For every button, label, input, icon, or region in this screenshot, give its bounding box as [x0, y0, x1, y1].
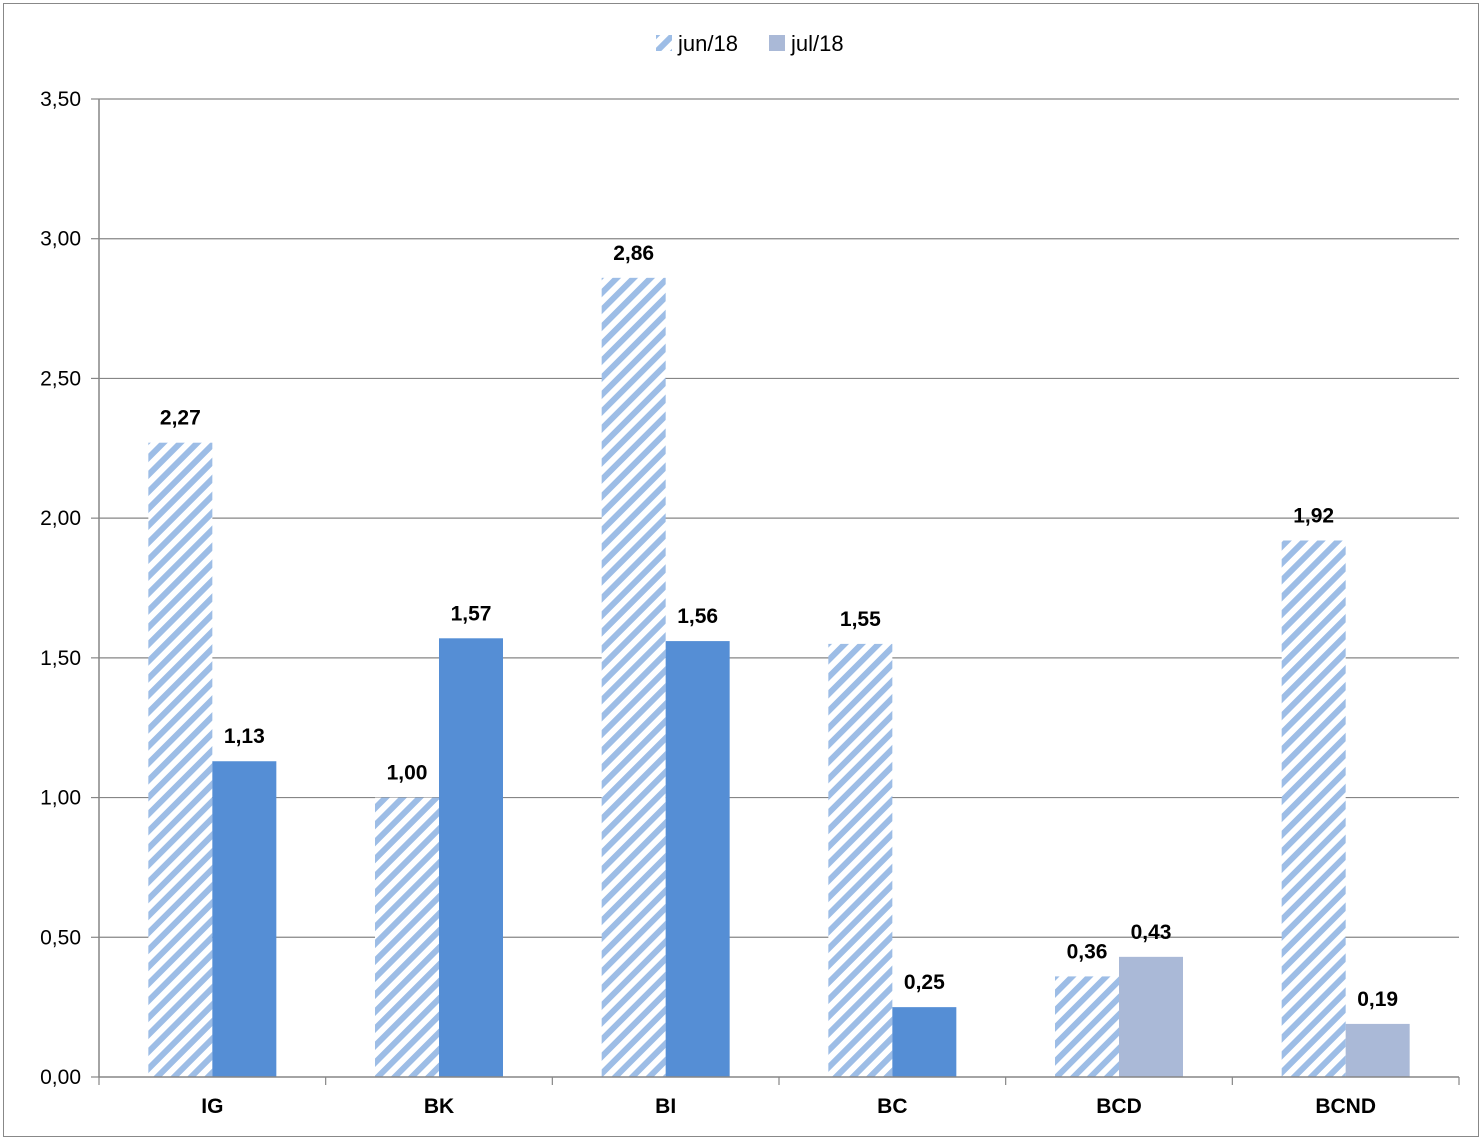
bar-jun18	[1055, 976, 1119, 1077]
data-label-jul18: 1,13	[224, 725, 265, 748]
x-category-label: IG	[201, 1095, 223, 1118]
x-category-label: BK	[424, 1095, 454, 1118]
data-label-jul18: 1,56	[677, 605, 718, 628]
y-tick-label: 0,50	[40, 926, 81, 949]
data-label-jun18: 2,27	[160, 407, 201, 430]
bar-jun18	[1281, 540, 1346, 1077]
bar-jun18	[828, 643, 893, 1077]
x-category-label: BI	[655, 1095, 676, 1118]
y-tick-label: 3,00	[40, 228, 81, 251]
legend-label-jul18: jul/18	[790, 31, 844, 56]
bar-jun18	[601, 277, 666, 1077]
x-category-label: BCD	[1096, 1095, 1142, 1118]
data-label-jun18: 1,00	[387, 762, 428, 785]
axes	[91, 98, 1460, 1085]
x-category-label: BC	[877, 1095, 907, 1118]
y-tick-label: 0,00	[40, 1066, 81, 1089]
data-label-jun18: 1,92	[1293, 504, 1334, 527]
labels: 0,00 0,50 1,00 1,50 2,00 2,50 3,00 3,50 2,27 1,13…	[40, 88, 1398, 1118]
bar-jun18	[148, 442, 213, 1077]
data-label-jul18: 0,25	[904, 971, 945, 994]
bar-jul18	[439, 638, 503, 1077]
y-tick-label: 3,50	[40, 88, 81, 111]
legend-swatch-jun18	[656, 35, 672, 51]
y-tick-label: 2,50	[40, 367, 81, 390]
data-label-jun18: 1,55	[840, 608, 881, 631]
data-label-jun18: 0,36	[1067, 940, 1108, 963]
data-label-jul18: 1,57	[451, 602, 492, 625]
bar-jul18	[1119, 956, 1183, 1077]
data-label-jul18: 0,43	[1131, 921, 1172, 944]
bar-jul18	[1345, 1023, 1410, 1077]
bar-jul18	[892, 1007, 957, 1077]
y-tick-label: 1,50	[40, 647, 81, 670]
chart-frame: jun/18 jul/18 0,00 0,50 1,00 1,50 2,00 2,50 3,0…	[3, 3, 1479, 1137]
data-label-jun18: 2,86	[613, 242, 654, 265]
chart-legend: jun/18 jul/18	[656, 31, 844, 56]
bars	[148, 277, 1410, 1077]
legend-swatch-jul18	[769, 35, 785, 51]
bar-jun18	[375, 797, 439, 1077]
legend-label-jun18: jun/18	[677, 31, 738, 56]
y-tick-label: 2,00	[40, 507, 81, 530]
data-label-jul18: 0,19	[1357, 988, 1398, 1011]
y-tick-label: 1,00	[40, 787, 81, 810]
bar-jul18	[665, 641, 730, 1077]
gridlines	[99, 98, 1459, 938]
x-category-label: BCND	[1315, 1095, 1376, 1118]
bar-chart: jun/18 jul/18 0,00 0,50 1,00 1,50 2,00 2,50 3,0…	[40, 31, 1460, 1118]
bar-jul18	[212, 761, 277, 1077]
